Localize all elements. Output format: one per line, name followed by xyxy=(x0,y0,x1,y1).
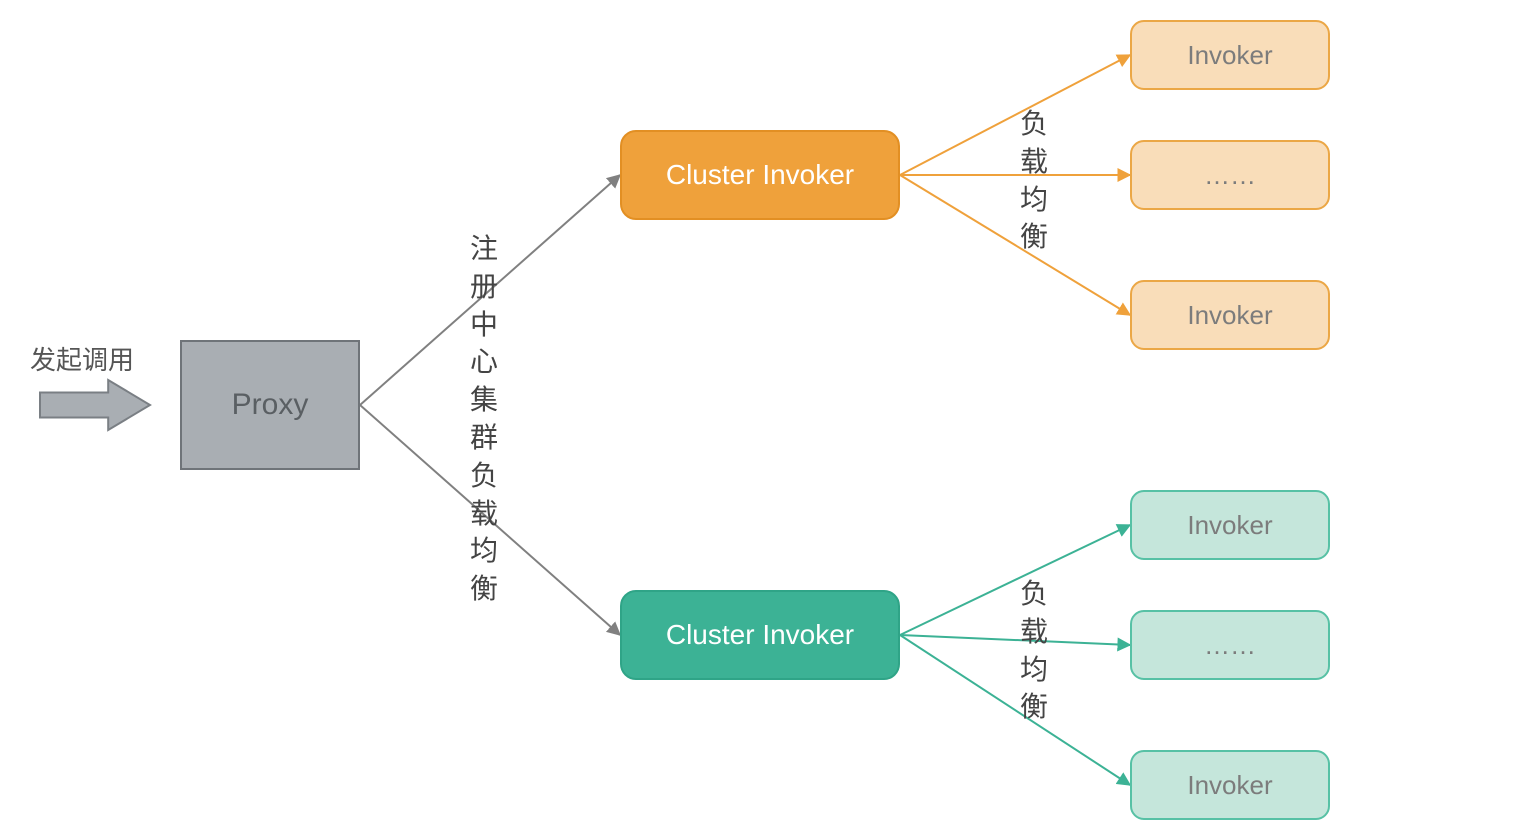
label-registry-lb: 注册中心集群负载均衡 xyxy=(470,230,499,608)
label-call: 发起调用 xyxy=(30,340,134,377)
node-invoker-1b-label: …… xyxy=(1204,160,1256,191)
node-cluster-invoker-1-label: Cluster Invoker xyxy=(666,159,854,191)
node-invoker-2c-label: Invoker xyxy=(1187,770,1272,801)
node-cluster-invoker-1: Cluster Invoker xyxy=(620,130,900,220)
label-lb-2: 负载均衡 xyxy=(1020,575,1049,726)
node-invoker-1c-label: Invoker xyxy=(1187,300,1272,331)
node-proxy-label: Proxy xyxy=(232,388,309,422)
node-invoker-1a-label: Invoker xyxy=(1187,40,1272,71)
label-lb-1: 负载均衡 xyxy=(1020,105,1049,256)
node-invoker-2b: …… xyxy=(1130,610,1330,680)
node-proxy: Proxy xyxy=(180,340,360,470)
node-cluster-invoker-2-label: Cluster Invoker xyxy=(666,619,854,651)
node-cluster-invoker-2: Cluster Invoker xyxy=(620,590,900,680)
node-invoker-2c: Invoker xyxy=(1130,750,1330,820)
node-invoker-1a: Invoker xyxy=(1130,20,1330,90)
node-invoker-2a-label: Invoker xyxy=(1187,510,1272,541)
node-invoker-1b: …… xyxy=(1130,140,1330,210)
diagram-stage: 发起调用 Proxy 注册中心集群负载均衡 Cluster Invoker 负载… xyxy=(0,0,1522,822)
node-invoker-2a: Invoker xyxy=(1130,490,1330,560)
node-invoker-2b-label: …… xyxy=(1204,630,1256,661)
node-invoker-1c: Invoker xyxy=(1130,280,1330,350)
